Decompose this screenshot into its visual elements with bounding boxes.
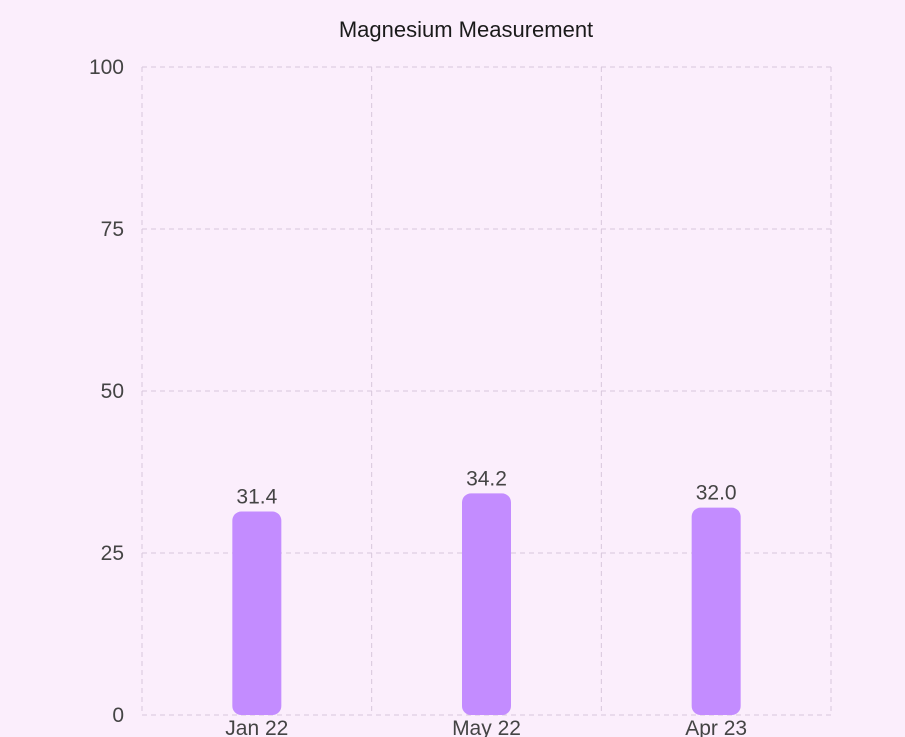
y-tick-label: 0 — [112, 704, 124, 727]
bar-1 — [462, 493, 511, 715]
bar-value-label: 32.0 — [696, 482, 737, 505]
x-tick-label: Apr 23 — [685, 717, 747, 737]
y-axis-ticks: 0 25 50 75 100 — [89, 56, 124, 727]
bar-value-label: 31.4 — [236, 486, 277, 509]
y-tick-label: 75 — [101, 218, 124, 241]
y-tick-label: 25 — [101, 542, 124, 565]
chart-title: Magnesium Measurement — [339, 17, 593, 42]
x-tick-label: Jan 22 — [225, 717, 288, 737]
y-tick-label: 100 — [89, 56, 124, 79]
bars-layer: 31.4 34.2 32.0 — [232, 467, 741, 715]
bar-0 — [232, 511, 282, 715]
bar-2 — [691, 507, 741, 715]
bar-value-label: 34.2 — [466, 467, 507, 490]
x-axis-ticks: Jan 22 May 22 Apr 23 — [225, 717, 747, 737]
y-tick-label: 50 — [101, 380, 124, 403]
x-tick-label: May 22 — [452, 717, 521, 737]
